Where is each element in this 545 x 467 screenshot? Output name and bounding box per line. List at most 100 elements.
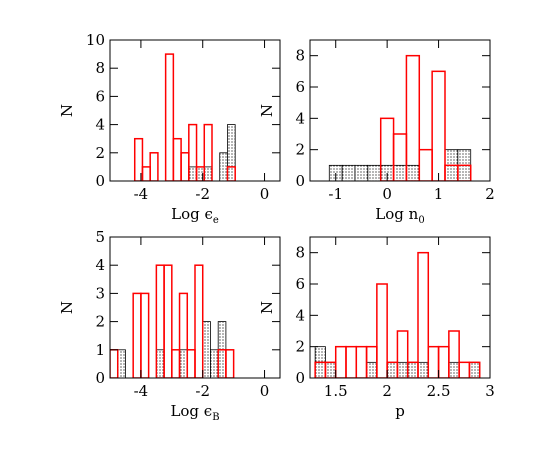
x-axis-label-main: p bbox=[395, 402, 405, 420]
axes-frame bbox=[309, 236, 491, 379]
y-tick-label: 4 bbox=[295, 109, 305, 127]
x-axis-label: p bbox=[395, 402, 405, 420]
hist-bar-dotted bbox=[202, 321, 211, 378]
x-axis-label: Log ϵe bbox=[171, 205, 219, 226]
hist-bar-dotted bbox=[155, 349, 165, 378]
x-axis-label-main: Log ϵ bbox=[170, 402, 212, 420]
x-axis-label-sub: 0 bbox=[418, 215, 424, 226]
axes-frame bbox=[109, 39, 281, 182]
hist-bar-dotted bbox=[469, 361, 481, 378]
x-axis-label-sub: e bbox=[213, 215, 219, 226]
x-axis-label-main: Log ϵ bbox=[171, 205, 213, 223]
y-tick-label: 0 bbox=[95, 172, 105, 190]
hist-bar-outline bbox=[186, 349, 196, 378]
hist-bar-dotted bbox=[407, 361, 419, 378]
hist-bar-outline bbox=[431, 70, 446, 181]
hist-bar-outline bbox=[132, 292, 142, 378]
x-tick-label: -2 bbox=[195, 382, 210, 400]
y-tick-label: 2 bbox=[95, 313, 105, 331]
hist-bar-outline bbox=[171, 349, 181, 378]
hist-bar-outline bbox=[141, 166, 151, 181]
hist-bar-dotted bbox=[325, 361, 337, 378]
hist-bar-outline bbox=[140, 292, 150, 378]
hist-bar-dotted bbox=[219, 152, 228, 181]
hist-bar-outline bbox=[334, 345, 347, 378]
x-tick-label: -4 bbox=[134, 185, 149, 203]
x-axis-label-main: Log n bbox=[375, 205, 418, 223]
hist-bar-dotted bbox=[117, 349, 126, 378]
hist-bar-outline bbox=[468, 361, 481, 378]
x-axis-label: Log n0 bbox=[375, 205, 424, 226]
hist-bar-outline bbox=[437, 345, 450, 378]
hist-bar-dotted bbox=[341, 164, 356, 181]
hist-bar-dotted bbox=[367, 164, 382, 181]
hist-bar-outline bbox=[376, 283, 388, 378]
hist-bar-outline bbox=[225, 349, 235, 378]
hist-bar-dotted bbox=[366, 361, 378, 378]
plot-area bbox=[328, 54, 472, 181]
x-tick-label: 0 bbox=[260, 185, 270, 203]
y-tick-label: 2 bbox=[295, 141, 305, 159]
hist-bar-dotted bbox=[203, 166, 213, 181]
y-tick-label: 4 bbox=[95, 116, 105, 134]
hist-bar-outline bbox=[417, 251, 430, 378]
hist-bar-outline bbox=[405, 54, 421, 181]
y-tick-label: 6 bbox=[295, 78, 305, 96]
x-axis-label: Log ϵB bbox=[170, 402, 219, 423]
x-tick-label: 3 bbox=[485, 382, 495, 400]
y-tick-label: 4 bbox=[95, 256, 105, 274]
y-tick-label: 10 bbox=[86, 31, 105, 49]
x-tick-label: 1.5 bbox=[324, 382, 348, 400]
hist-bar-dotted bbox=[386, 361, 398, 378]
hist-bar-outline bbox=[163, 264, 173, 378]
y-axis-label: N bbox=[258, 301, 276, 314]
hist-bar-outline bbox=[110, 349, 119, 378]
y-tick-label: 8 bbox=[295, 244, 305, 262]
axes-frame bbox=[309, 39, 491, 182]
x-tick-label: 1 bbox=[434, 185, 444, 203]
hist-bar-dotted bbox=[227, 124, 236, 181]
hist-bar-dotted bbox=[354, 164, 369, 181]
hist-bar-outline bbox=[194, 264, 204, 378]
y-tick-label: 2 bbox=[295, 338, 305, 356]
x-axis-label-sub: B bbox=[212, 412, 219, 423]
x-tick-label: 2 bbox=[485, 185, 495, 203]
hist-bar-dotted bbox=[417, 361, 429, 378]
hist-bar-outline bbox=[355, 345, 368, 378]
hist-bar-outline bbox=[396, 330, 409, 378]
x-tick-label: -4 bbox=[134, 382, 149, 400]
y-tick-label: 2 bbox=[95, 144, 105, 162]
plot-area bbox=[133, 53, 236, 181]
y-tick-label: 3 bbox=[95, 284, 105, 302]
y-axis-label: N bbox=[258, 104, 276, 117]
hist-bar-outline bbox=[149, 152, 159, 181]
x-tick-label: 2.5 bbox=[427, 382, 451, 400]
y-tick-label: 0 bbox=[95, 369, 105, 387]
hist-bar-outline bbox=[203, 123, 213, 181]
x-tick-label: 2 bbox=[382, 382, 392, 400]
hist-bar-outline bbox=[188, 123, 198, 181]
y-tick-label: 6 bbox=[295, 275, 305, 293]
hist-bar-dotted bbox=[406, 164, 420, 181]
hist-bar-outline bbox=[448, 330, 460, 378]
y-tick-label: 8 bbox=[295, 47, 305, 65]
x-tick-label: -2 bbox=[195, 185, 210, 203]
y-tick-label: 6 bbox=[95, 87, 105, 105]
x-tick-label: 0 bbox=[260, 382, 270, 400]
hist-bar-dotted bbox=[179, 349, 188, 378]
hist-bar-outline bbox=[427, 345, 440, 378]
y-tick-label: 0 bbox=[295, 172, 305, 190]
hist-bar-dotted bbox=[210, 349, 219, 378]
x-tick-label: 0 bbox=[382, 185, 392, 203]
axes-frame bbox=[109, 236, 281, 379]
hist-bar-dotted bbox=[188, 166, 197, 181]
y-axis-label: N bbox=[58, 104, 76, 117]
y-tick-label: 5 bbox=[95, 228, 105, 246]
hist-bar-outline bbox=[172, 137, 182, 181]
y-tick-label: 0 bbox=[295, 369, 305, 387]
y-tick-label: 1 bbox=[95, 341, 105, 359]
hist-bar-outline bbox=[164, 53, 175, 181]
hist-bar-outline bbox=[180, 152, 190, 181]
plot-area bbox=[110, 264, 235, 378]
